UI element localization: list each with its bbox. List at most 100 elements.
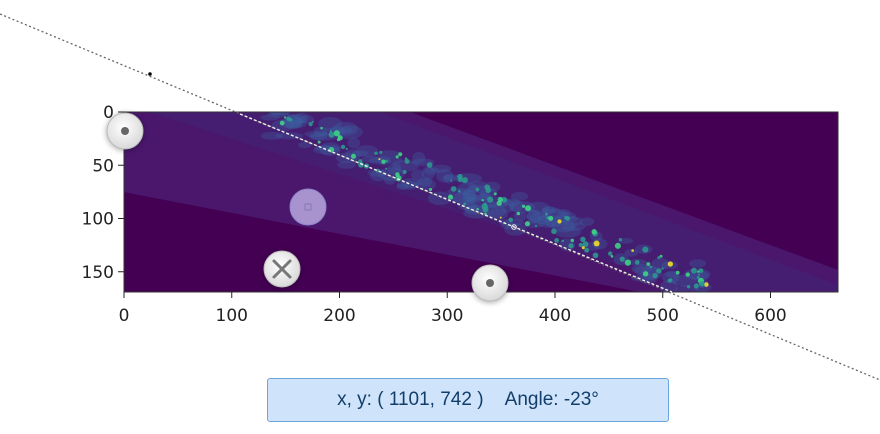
- end-handle[interactable]: [471, 264, 509, 302]
- signal-speckle: [457, 173, 463, 180]
- signal-speckle: [481, 198, 484, 202]
- band-region: [124, 112, 838, 292]
- signal-glow: [351, 150, 369, 157]
- signal-speckle: [698, 280, 705, 287]
- signal-speckle: [350, 153, 357, 159]
- signal-speckle: [686, 285, 691, 289]
- x-tick-label: 200: [323, 306, 355, 326]
- signal-glow: [304, 130, 329, 138]
- signal-glow: [424, 167, 441, 175]
- signal-glow: [383, 175, 397, 185]
- signal-glow: [396, 183, 409, 190]
- signal-speckle: [697, 270, 700, 273]
- signal-glow: [690, 271, 710, 281]
- signal-glow: [347, 137, 361, 149]
- signal-speckle: [508, 217, 514, 223]
- signal-speckle: [484, 212, 487, 215]
- measure-line[interactable]: [239, 113, 673, 293]
- signal-glow: [450, 195, 476, 203]
- signal-speckle: [634, 260, 640, 265]
- signal-speckle: [642, 271, 649, 277]
- signal-speckle: [624, 259, 631, 266]
- signal-glow: [421, 166, 435, 180]
- signal-glow: [630, 274, 655, 282]
- signal-speckle: [693, 283, 699, 289]
- signal-speckle: [524, 205, 532, 212]
- signal-speckle: [657, 256, 661, 260]
- signal-glow: [318, 116, 343, 130]
- measure-line-extension: [0, 13, 880, 381]
- signal-speckle: [534, 224, 538, 228]
- signal-glow: [542, 205, 556, 215]
- signal-speckle: [483, 203, 487, 206]
- signal-speckle: [395, 172, 400, 177]
- delete-button[interactable]: [263, 250, 301, 288]
- signal-speckle: [328, 131, 335, 138]
- signal-speckle: [461, 177, 468, 184]
- center-handle[interactable]: [289, 188, 327, 226]
- signal-speckle: [524, 221, 531, 227]
- x-tick-label: 400: [539, 306, 571, 326]
- signal-speckle: [667, 261, 674, 267]
- signal-speckle: [317, 140, 321, 144]
- x-tick-label: 500: [647, 306, 679, 326]
- start-handle[interactable]: [106, 112, 144, 150]
- signal-speckle: [374, 151, 378, 156]
- signal-speckle: [584, 247, 590, 253]
- signal-glow: [698, 295, 714, 302]
- signal-speckle: [516, 211, 521, 216]
- signal-glow: [299, 114, 314, 124]
- signal-speckle: [311, 120, 314, 123]
- signal-speckle: [485, 187, 491, 193]
- x-tick-label: 100: [216, 306, 248, 326]
- signal-speckle: [395, 155, 399, 159]
- signal-glow: [271, 119, 295, 132]
- signal-speckle: [669, 278, 673, 282]
- y-tick-label: 100: [82, 210, 114, 230]
- signal-glow: [267, 112, 290, 118]
- signal-speckle: [591, 229, 597, 235]
- signal-speckle: [649, 265, 653, 269]
- y-tick-label: 0: [103, 103, 114, 123]
- signal-speckle: [450, 179, 453, 182]
- signal-glow: [361, 155, 383, 163]
- signal-glow: [560, 222, 586, 231]
- signal-speckle: [652, 272, 658, 279]
- signal-glow: [400, 178, 421, 189]
- signal-speckle: [614, 242, 621, 249]
- signal-glow: [418, 177, 433, 187]
- signal-speckle: [329, 130, 333, 133]
- signal-speckle: [642, 246, 649, 253]
- signal-glow: [464, 205, 487, 215]
- signal-glow: [396, 180, 419, 190]
- image-plot: [123, 111, 839, 302]
- signal-glow: [370, 169, 387, 182]
- signal-glow: [260, 114, 280, 121]
- signal-glow: [275, 132, 304, 140]
- signal-speckle: [704, 282, 709, 287]
- signal-speckle: [568, 243, 574, 249]
- signal-speckle: [279, 120, 285, 126]
- signal-glow: [436, 169, 454, 183]
- signal-speckle: [475, 187, 480, 192]
- signal-glow: [298, 141, 312, 149]
- signal-glow: [367, 168, 388, 177]
- signal-glow: [385, 156, 403, 164]
- signal-speckle: [618, 238, 623, 242]
- signal-speckle: [554, 238, 560, 243]
- signal-glow: [526, 201, 550, 214]
- line-anchor-point: [148, 72, 152, 76]
- signal-glow: [337, 160, 357, 169]
- signal-glow: [541, 207, 561, 214]
- signal-glow: [463, 189, 476, 203]
- signal-speckle: [578, 242, 583, 248]
- signal-speckle: [561, 239, 565, 243]
- signal-glow: [462, 187, 477, 201]
- signal-streak: [260, 112, 714, 302]
- signal-glow: [450, 192, 479, 206]
- signal-speckle: [336, 137, 341, 142]
- signal-glow: [294, 112, 309, 124]
- signal-glow: [472, 192, 491, 201]
- signal-speckle: [619, 256, 625, 262]
